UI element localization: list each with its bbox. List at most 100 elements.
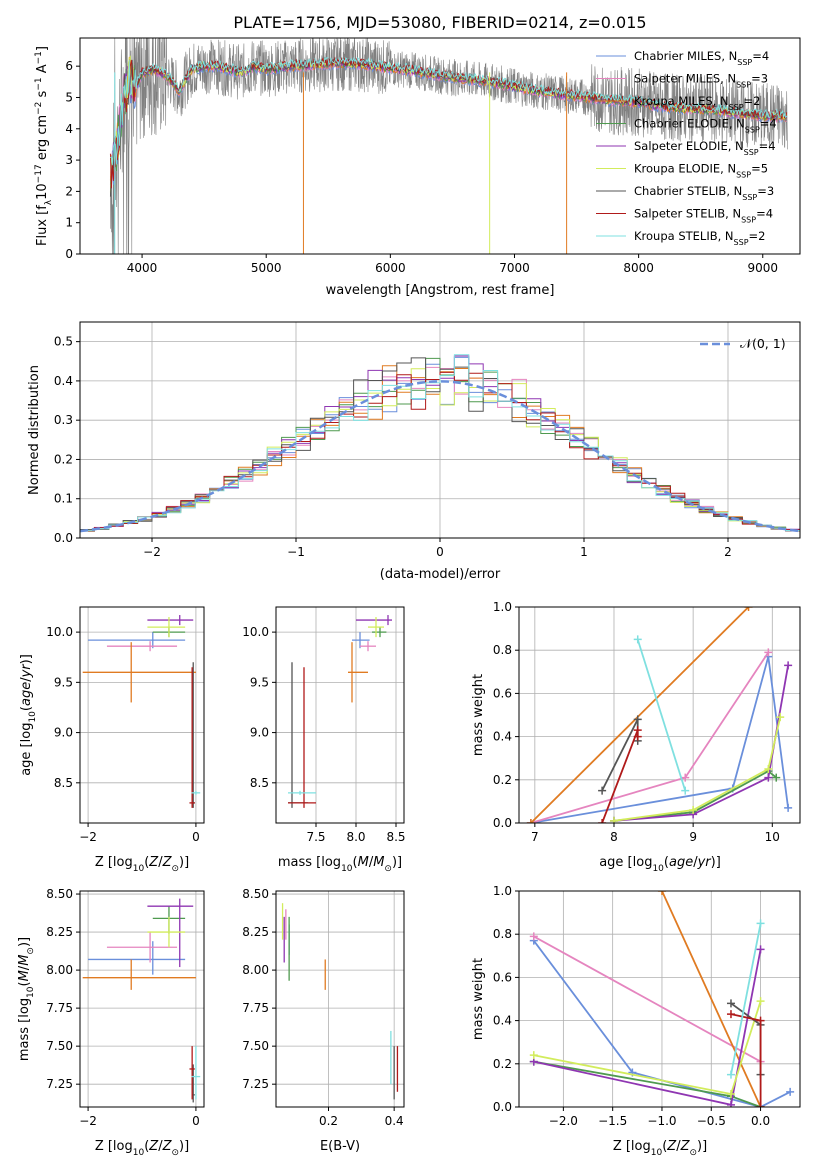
legend-label-n: =4 (759, 139, 776, 153)
age-mass-xlabel-part: M (373, 855, 384, 870)
weight-age-xlabel-part: )] (711, 855, 721, 870)
weight-z-xlabel-part: ⊙ (689, 1148, 697, 1158)
errorbar-km (348, 642, 368, 703)
spectrum-ylabel-part: ] (35, 46, 50, 51)
legend-label-n: =3 (757, 184, 774, 198)
errorbar-km (82, 642, 196, 703)
errorbar-ks (191, 1046, 201, 1100)
x-tick-label: 9000 (747, 261, 778, 275)
weight-series-sm (529, 932, 765, 1066)
mass-z-xlabel-part: Z (162, 1139, 173, 1154)
residual-ylabel: Normed distribution (27, 365, 42, 495)
y-tick-label: 10.0 (242, 625, 269, 639)
mass-z-xlabel-part: )] (179, 1139, 189, 1154)
figure-title: PLATE=1756, MJD=53080, FIBERID=0214, z=0… (233, 13, 646, 32)
y-tick-label: 0.4 (54, 374, 73, 388)
errorbar-sm (360, 641, 376, 652)
y-tick-label: 0.8 (493, 927, 512, 941)
y-tick-label: 8.5 (54, 776, 73, 790)
mass-z-ylabel-part: ( (17, 981, 32, 986)
legend-label-text: Kroupa STELIB, N (634, 229, 734, 243)
spectrum-ylabel-part: 10 (35, 183, 50, 200)
weight-z-xlabel: Z [log10(Z/Z⊙)] (613, 1139, 707, 1158)
y-tick-label: 0.0 (493, 816, 512, 830)
x-tick-label: 7000 (499, 261, 530, 275)
mass-ebv-xlabel: E(B-V) (320, 1139, 360, 1154)
mass-z-xlabel-part: Z (148, 1139, 159, 1154)
legend-label-text: Kroupa ELODIE, N (634, 162, 736, 176)
mass-z-ylabel-part: 10 (26, 986, 36, 998)
weight-z-xlabel-part: / (676, 1139, 681, 1154)
errorbar-cm (352, 632, 370, 649)
legend-label-n: =5 (751, 162, 768, 176)
y-tick-label: 9.5 (250, 675, 269, 689)
weight-marker (689, 806, 698, 815)
weight-age-xlabel-part: age [log (599, 855, 652, 870)
age-vs-Z-axes: −2 08.59.09.510.0Z [log10(Z/Z⊙)]age [log1… (19, 606, 205, 874)
age-z-ylabel-part: yr (19, 663, 34, 679)
y-tick-label: 8.50 (242, 887, 269, 901)
y-tick-label: 9.0 (250, 726, 269, 740)
weight-marker (657, 891, 666, 895)
mass-vs-ebv-plot-area (281, 903, 399, 1100)
weight-z-xlabel-part: 10 (651, 1148, 663, 1158)
weight-line (613, 665, 789, 822)
weight-marker (764, 773, 773, 782)
age-mass-xlabel-part: 10 (341, 864, 353, 874)
weight-marker (633, 635, 642, 644)
spectrum-ylabel: Flux [fλ10−17 erg cm−2 s−1 A−1] (34, 46, 54, 246)
weight-line (613, 716, 782, 822)
mass-vs-Z-plot-area (82, 898, 201, 1103)
residuals-plot-area (80, 354, 800, 533)
legend-label-sub: SSP (741, 215, 756, 224)
spectrum-ylabel-part: s (35, 90, 50, 101)
x-tick-label: 0.2 (319, 1114, 338, 1128)
weight-line (601, 729, 639, 823)
legend-label-text: Chabrier STELIB, N (634, 184, 742, 198)
age-z-xlabel-part: Z (148, 855, 159, 870)
y-tick-label: 0.2 (493, 1057, 512, 1071)
spectrum-ylabel-part: erg cm (35, 115, 50, 164)
x-tick-label: 8 (610, 830, 618, 844)
y-tick-label: 3 (65, 153, 73, 167)
age-mass-xlabel-part: mass [log (278, 855, 341, 870)
weight-z-xlabel-part: Z (666, 1139, 677, 1154)
normal-reference-curve (80, 380, 800, 533)
age-z-ylabel: age [log10(age/yr)] (19, 654, 38, 776)
y-tick-label: 7.25 (46, 1077, 73, 1091)
errorbar-ke (368, 617, 384, 638)
mass-vs-Z-frame: −2 07.257.507.758.008.258.50Z [log10(Z/Z⊙… (17, 887, 205, 1158)
errorbar-ss (288, 667, 316, 808)
weight-marker (529, 932, 538, 941)
age-z-xlabel-part: Z [log (95, 855, 133, 870)
weight-marker (598, 819, 607, 823)
weight-series-cm (526, 652, 793, 823)
residuals-axes: −2 −1 0 1 2 0.0 0.1 0.2 0.3 0.4 0.5 𝒩(0, 1) (data-mo… (27, 321, 801, 582)
errorbar-sm (106, 932, 178, 963)
age-z-ylabel-part: )] (19, 654, 34, 664)
age-z-xlabel-part: Z (162, 855, 173, 870)
weight-series-km (526, 607, 753, 823)
y-tick-label: 8.25 (46, 925, 73, 939)
age-z-xlabel-part: ( (144, 855, 149, 870)
y-tick-label: 0 (65, 247, 73, 261)
legend-label-text: Kroupa MILES, N (634, 94, 729, 108)
mass-z-ylabel-part: )] (17, 937, 32, 947)
mass-vs-ebv-axes: 0.2 0.4 7.25 7.50 7.75 8.00 8.25 8.50 E(B-V) (242, 887, 405, 1154)
errorbar-ce (372, 627, 387, 638)
weight-vs-Z-plot-area (529, 891, 795, 1107)
y-tick-label: 6 (65, 59, 73, 73)
mass-z-xlabel-part: Z [log (95, 1139, 133, 1154)
y-tick-label: 0.6 (493, 686, 512, 700)
weight-marker (764, 648, 773, 657)
age-z-xlabel-part: 10 (133, 864, 145, 874)
spectrum-ylabel-part: −1 (34, 77, 44, 90)
y-tick-label: 8.00 (242, 963, 269, 977)
legend-label-sub: SSP (745, 125, 760, 134)
mass-z-ylabel-part: / (17, 965, 32, 970)
age-vs-mass-plot-area (288, 615, 392, 808)
legend-label-ss: Salpeter STELIB, NSSP=4 (634, 207, 773, 225)
age-z-ylabel-part: age [log (19, 723, 34, 776)
mass-vs-ebv-frame: 0.2 0.4 7.25 7.50 7.75 8.00 8.25 8.50 E(B-V) (242, 887, 405, 1154)
